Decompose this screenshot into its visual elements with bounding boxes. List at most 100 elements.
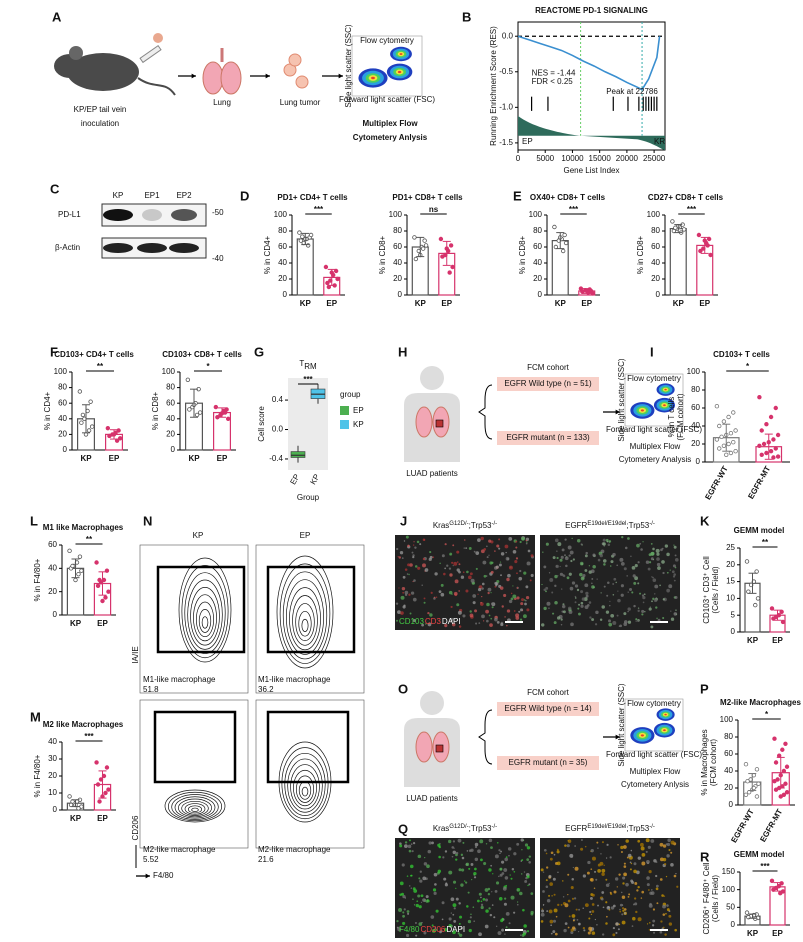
x-tick-label: EP: [772, 636, 783, 645]
panel-label: D: [240, 188, 249, 203]
image-texture: [569, 550, 574, 555]
flow-panel: [139, 699, 249, 849]
data-point: [698, 248, 703, 254]
image-texture: [423, 862, 428, 866]
image-texture: [674, 613, 676, 615]
image-texture: [455, 858, 458, 861]
image-texture: [567, 545, 572, 550]
image-texture: [441, 918, 444, 921]
image-texture: [623, 912, 627, 915]
lane-label: EP2: [176, 191, 192, 200]
data-point: [775, 432, 781, 438]
contour: [190, 587, 220, 646]
image-texture: [505, 926, 508, 929]
image-texture: [570, 559, 573, 563]
image-texture: [530, 573, 534, 577]
contour: [191, 807, 199, 812]
image-texture: [646, 876, 650, 880]
image-texture: [460, 883, 464, 887]
stain: DAPI: [442, 617, 461, 626]
y-tick-label: 100: [529, 210, 543, 219]
data-point: [103, 595, 108, 600]
image-texture: [577, 931, 580, 933]
image-texture: [637, 839, 641, 843]
image-texture: [478, 892, 482, 896]
image-texture: [562, 603, 565, 606]
image-texture: [580, 576, 585, 581]
y-axis-label: Cell score: [257, 406, 266, 442]
image-texture: [515, 540, 518, 543]
image-texture: [574, 601, 577, 604]
image-texture: [504, 933, 506, 935]
image-texture: [661, 560, 665, 564]
image-texture: [556, 861, 561, 866]
image-texture: [521, 598, 525, 602]
data-point: [681, 227, 687, 232]
image-texture: [524, 599, 527, 602]
image-texture: [458, 868, 462, 872]
image-texture: [574, 597, 577, 599]
lung: [220, 61, 242, 95]
patient-lung: [415, 731, 433, 763]
x-tick-label: 5000: [536, 154, 554, 163]
title-part: ;Trp53: [469, 521, 492, 530]
contour: [181, 564, 229, 659]
image-texture: [673, 579, 676, 582]
image-texture: [591, 856, 596, 861]
band: [169, 243, 199, 253]
legend-label: EP: [353, 406, 364, 415]
data-point: [553, 244, 559, 250]
image-texture: [484, 924, 489, 929]
image-texture: [472, 906, 475, 909]
y-tick-label: 0: [53, 610, 58, 619]
image-texture: [506, 609, 511, 613]
image-texture: [465, 862, 470, 867]
image-texture: [449, 554, 451, 556]
image-texture: [473, 920, 476, 923]
image-texture: [457, 610, 462, 615]
image-texture: [524, 880, 528, 883]
y-tick-label: 40: [724, 766, 733, 775]
data-point: [73, 577, 78, 583]
image-texture: [488, 554, 490, 556]
image-texture: [659, 842, 664, 847]
image-texture: [457, 838, 462, 843]
image-texture: [668, 914, 672, 918]
image-texture: [439, 562, 441, 565]
image-texture: [414, 546, 417, 549]
image-texture: [644, 611, 646, 613]
data-point: [773, 760, 779, 765]
gate: [153, 710, 237, 784]
image-texture: [463, 547, 465, 549]
image-texture: [552, 612, 555, 615]
stain-label: F4/80CD206DAPI: [399, 925, 465, 934]
image-texture: [463, 539, 466, 541]
title-part: Kras: [433, 824, 449, 833]
data-point: [714, 404, 720, 409]
image-texture: [499, 873, 503, 877]
image-texture: [574, 595, 577, 598]
title-part: -/-: [649, 521, 655, 527]
data-point: [780, 747, 785, 752]
image-texture: [439, 930, 442, 934]
y-tick-label: 40: [58, 414, 67, 423]
data-point: [94, 560, 99, 565]
image-texture: [615, 581, 617, 584]
y-tick-label: 40: [651, 258, 660, 267]
image-texture: [653, 598, 658, 603]
image-texture: [453, 907, 456, 910]
y-tick-label: 0.0: [272, 425, 284, 434]
image-texture: [596, 924, 598, 926]
image-texture: [397, 927, 402, 932]
y-tick-label: 60: [724, 749, 733, 758]
image-texture: [523, 571, 527, 575]
y-axis-label: % in CD8+: [518, 235, 527, 274]
flow-panel: [255, 699, 365, 849]
image-texture: [629, 587, 633, 592]
image-texture: [418, 877, 421, 880]
image-texture: [662, 857, 667, 862]
row-label: β-Actin: [55, 243, 80, 252]
contour: [301, 618, 309, 633]
y-tick-label: 80: [533, 226, 542, 235]
image-texture: [422, 557, 426, 561]
